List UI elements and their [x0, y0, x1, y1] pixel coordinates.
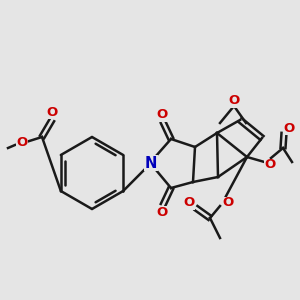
Text: O: O	[156, 109, 168, 122]
Text: O: O	[46, 106, 58, 118]
Text: O: O	[284, 122, 295, 134]
Text: O: O	[16, 136, 28, 149]
Text: O: O	[156, 206, 168, 218]
Text: O: O	[228, 94, 240, 107]
Text: N: N	[145, 155, 157, 170]
Text: O: O	[183, 196, 195, 209]
Text: O: O	[264, 158, 276, 172]
Text: O: O	[222, 196, 234, 209]
